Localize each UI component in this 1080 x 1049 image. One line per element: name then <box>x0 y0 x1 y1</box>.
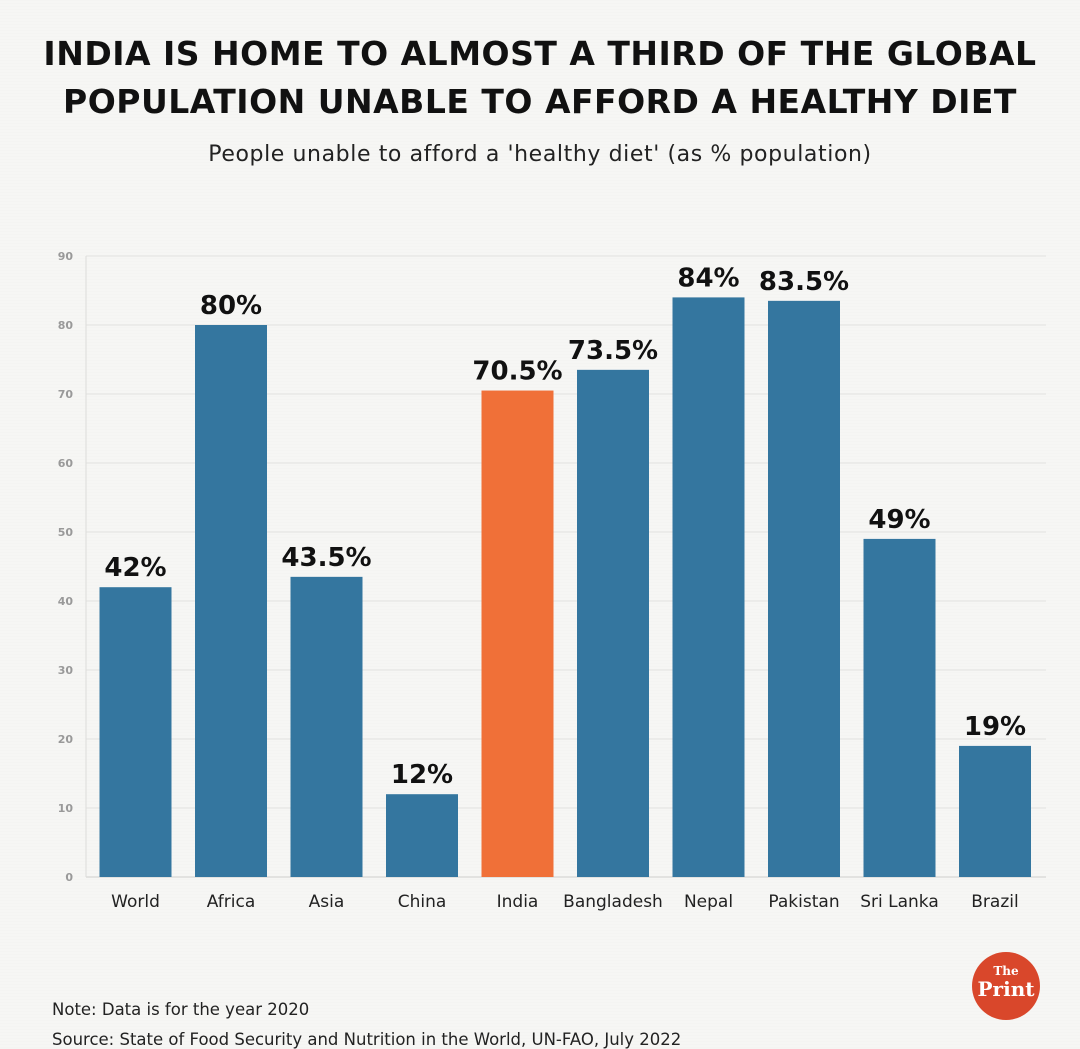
footnote-source: Source: State of Food Security and Nutri… <box>52 1030 682 1049</box>
bar <box>481 390 554 877</box>
bar <box>577 369 649 877</box>
y-tick-label: 50 <box>58 526 74 539</box>
x-tick-label: Brazil <box>971 892 1018 912</box>
x-tick-label: Africa <box>207 892 256 912</box>
logo-the-text: The <box>993 964 1019 978</box>
x-tick-label: Bangladesh <box>563 892 663 912</box>
logo-print-text: Print <box>977 977 1035 1001</box>
bar <box>99 587 172 877</box>
theprint-logo: The Print <box>972 952 1040 1020</box>
y-tick-label: 90 <box>58 250 74 263</box>
y-tick-label: 20 <box>58 733 74 746</box>
chart-title: INDIA IS HOME TO ALMOST A THIRD OF THE G… <box>0 30 1080 126</box>
data-label: 73.5% <box>568 336 658 366</box>
bar <box>672 297 745 877</box>
x-tick-label: Sri Lanka <box>860 892 939 912</box>
x-tick-label: Asia <box>309 892 345 912</box>
bar <box>386 794 458 877</box>
title-line-2: POPULATION UNABLE TO AFFORD A HEALTHY DI… <box>63 82 1017 121</box>
x-tick-label: India <box>497 892 539 912</box>
data-label: 83.5% <box>759 267 849 297</box>
x-tick-label: World <box>111 892 160 912</box>
data-label: 42% <box>104 553 166 583</box>
chart-subtitle: People unable to afford a 'healthy diet'… <box>208 142 872 167</box>
title-line-1: INDIA IS HOME TO ALMOST A THIRD OF THE G… <box>43 34 1037 73</box>
y-tick-label: 60 <box>58 457 74 470</box>
y-tick-label: 80 <box>58 319 74 332</box>
data-label: 80% <box>200 291 262 321</box>
y-tick-label: 70 <box>58 388 74 401</box>
data-label: 43.5% <box>281 543 371 573</box>
footnote-note: Note: Data is for the year 2020 <box>52 1000 310 1019</box>
x-tick-label: China <box>398 892 447 912</box>
bar <box>863 538 936 877</box>
bar <box>768 300 840 878</box>
data-label: 12% <box>391 760 453 790</box>
bar <box>195 325 267 877</box>
bar <box>959 745 1031 877</box>
data-label: 84% <box>677 263 739 293</box>
y-tick-label: 0 <box>65 871 73 884</box>
y-tick-label: 30 <box>58 664 74 677</box>
data-label: 19% <box>964 712 1026 742</box>
bar <box>290 576 363 877</box>
y-tick-label: 40 <box>58 595 74 608</box>
data-label: 49% <box>868 505 930 535</box>
data-label: 70.5% <box>472 357 562 387</box>
x-tick-label: Pakistan <box>768 892 839 912</box>
x-tick-label: Nepal <box>684 892 733 912</box>
y-tick-label: 10 <box>58 802 74 815</box>
